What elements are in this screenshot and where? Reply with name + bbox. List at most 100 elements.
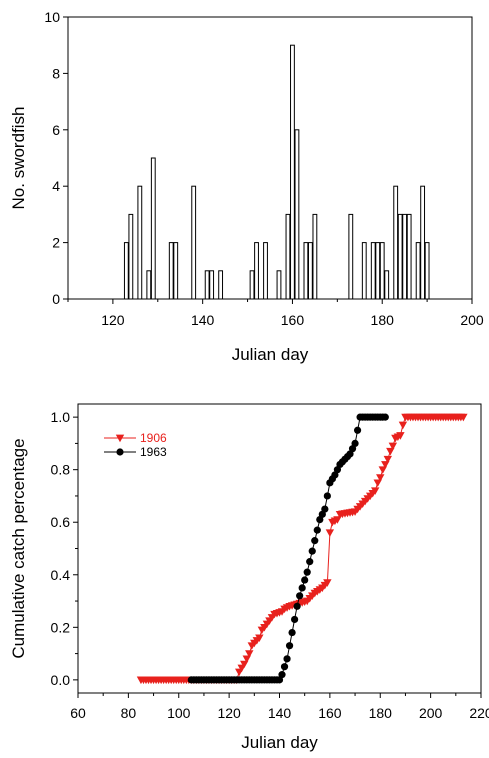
cumulative-x-tick-label: 200 (419, 705, 443, 721)
series-point-1906 (383, 455, 393, 464)
histogram-bar (168, 242, 174, 300)
series-1906 (136, 413, 468, 685)
cumulative-y-tick-label: 0.0 (51, 672, 71, 688)
series-point-1906 (323, 579, 332, 587)
histogram-x-tick-label: 140 (191, 312, 215, 328)
histogram-bar (420, 185, 426, 300)
legend-label-1906: 1906 (140, 431, 167, 445)
histogram-y-tick-label: 0 (52, 291, 60, 307)
histogram-bar (209, 270, 215, 300)
histogram-bar (397, 213, 403, 300)
series-point-1963 (293, 602, 301, 610)
histogram-bar (406, 213, 412, 300)
series-point-1906 (245, 650, 254, 658)
series-point-1906 (388, 442, 398, 451)
series-point-1963 (301, 576, 309, 584)
cumulative-y-tick-label: 0.6 (51, 514, 71, 530)
histogram-bar (128, 213, 134, 300)
histogram-bar (303, 242, 309, 300)
series-line-1963 (191, 416, 386, 681)
histogram-bar (137, 185, 143, 300)
series-line-1906 (141, 416, 464, 681)
legend (104, 434, 136, 456)
histogram-x-tick-label: 160 (281, 312, 305, 328)
cumulative-x-axis-label: Julian day (241, 733, 318, 752)
histogram-bar (375, 242, 381, 300)
series-point-1963 (351, 439, 359, 448)
series-point-1963 (280, 663, 289, 671)
series-point-1963 (306, 558, 314, 566)
histogram-panel (63, 16, 473, 304)
histogram-bar (370, 242, 376, 300)
cumulative-y-tick-label: 0.2 (51, 619, 71, 635)
cumulative-x-tick-label: 60 (70, 705, 86, 721)
histogram-y-tick-label: 10 (44, 9, 60, 25)
histogram-bar (379, 242, 385, 300)
series-point-1906 (242, 655, 251, 664)
cumulative-x-tick-label: 80 (121, 705, 137, 721)
series-point-1906 (376, 474, 385, 482)
histogram-bar (191, 185, 197, 300)
histogram-x-tick-label: 180 (371, 312, 395, 328)
histogram-bar (290, 44, 295, 300)
series-point-1963 (353, 426, 362, 434)
histogram-bar (285, 213, 291, 300)
cumulative-panel (73, 403, 482, 698)
histogram-bar (263, 242, 268, 300)
histogram-bar (150, 157, 156, 300)
histogram-bar (254, 242, 259, 300)
histogram-x-axis-label: Julian day (232, 345, 309, 364)
series-point-1906 (255, 634, 264, 643)
series-point-1963 (323, 492, 331, 500)
histogram-y-tick-label: 4 (52, 178, 60, 194)
histogram-bar (173, 242, 179, 300)
series-point-1906 (381, 461, 390, 469)
series-point-1963 (381, 413, 389, 421)
series-point-1963 (283, 655, 291, 663)
histogram-bar (402, 213, 408, 300)
cumulative-y-axis-label: Cumulative catch percentage (9, 438, 28, 658)
cumulative-plot-frame (77, 403, 482, 694)
series-point-1906 (240, 660, 249, 669)
histogram-plot-frame (67, 16, 473, 300)
series-point-1963 (291, 615, 299, 624)
series-point-1963 (278, 671, 286, 679)
histogram-bar (307, 242, 313, 300)
histogram-bar (393, 185, 399, 300)
legend-marker-1963 (116, 448, 124, 456)
series-point-1963 (308, 547, 316, 555)
series-point-1963 (313, 526, 321, 534)
cumulative-x-tick-label: 100 (167, 705, 191, 721)
series-point-1963 (285, 642, 294, 650)
series-point-1963 (311, 537, 319, 545)
legend-label-1963: 1963 (140, 445, 167, 459)
series-point-1906 (396, 432, 405, 440)
histogram-y-tick-label: 2 (52, 235, 60, 251)
histogram-bar (312, 213, 318, 300)
cumulative-x-tick-label: 220 (469, 705, 489, 721)
histogram-x-tick-label: 200 (460, 312, 484, 328)
series-point-1963 (296, 592, 304, 600)
histogram-bar (361, 242, 367, 300)
series-point-1906 (371, 487, 380, 495)
series-point-1906 (325, 529, 335, 537)
cumulative-y-tick-label: 1.0 (51, 409, 71, 425)
histogram-bar (348, 213, 354, 300)
series-point-1963 (288, 628, 296, 637)
series-point-1906 (398, 421, 408, 430)
histogram-bar (249, 270, 255, 300)
histogram-bar (123, 242, 129, 300)
series-point-1963 (298, 584, 306, 592)
histogram-bar (146, 270, 152, 300)
histogram-bar (294, 129, 300, 300)
histogram-y-axis-label: No. swordfish (9, 107, 28, 210)
cumulative-x-tick-label: 140 (268, 705, 292, 721)
histogram-bar (218, 270, 224, 300)
series-point-1963 (321, 505, 329, 513)
cumulative-x-tick-label: 160 (318, 705, 342, 721)
cumulative-y-tick-label: 0.4 (51, 567, 71, 583)
histogram-x-tick-label: 120 (101, 312, 125, 328)
legend-marker-1906 (115, 434, 125, 443)
series-point-1906 (333, 516, 342, 524)
